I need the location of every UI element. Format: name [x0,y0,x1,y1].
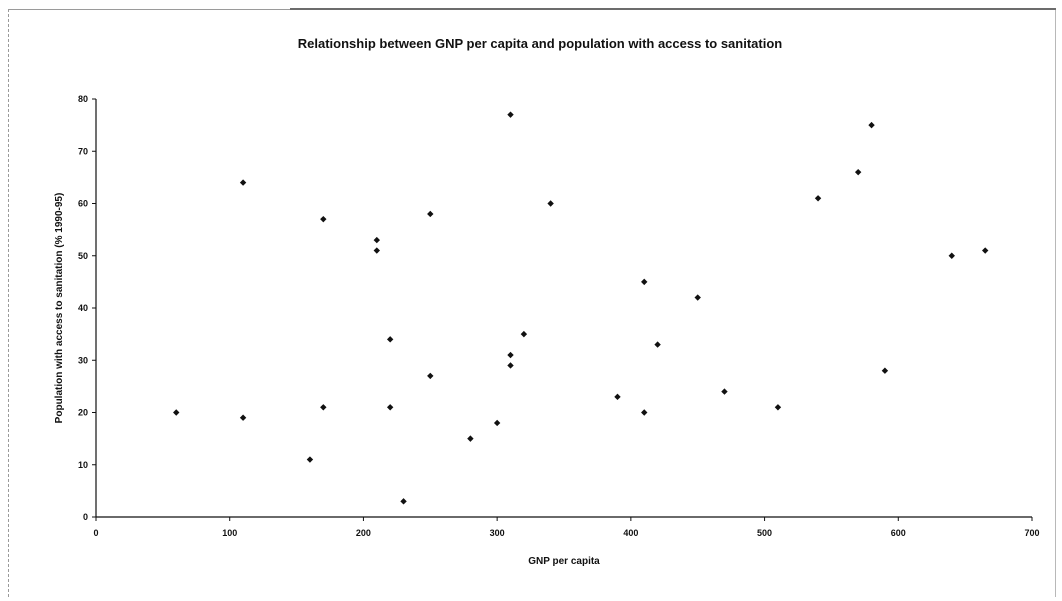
data-point [614,393,621,401]
x-tick-label: 500 [757,528,772,538]
x-tick-label: 700 [1024,528,1039,538]
data-point [721,388,728,395]
data-point [239,414,247,421]
y-tick-label: 0 [83,512,88,522]
data-point [507,351,514,359]
x-tick-label: 600 [891,528,906,538]
data-point [694,294,701,301]
data-point [173,409,180,416]
data-point [467,435,474,442]
data-point [386,336,394,343]
data-point [427,372,434,380]
frame-top-line [290,8,1056,10]
data-point [520,330,528,338]
data-point [547,200,554,207]
data-point [881,367,889,374]
data-point [982,247,989,254]
y-tick-label: 10 [78,460,88,470]
data-point [386,404,394,411]
x-tick-label: 0 [93,528,98,538]
data-point [427,210,434,218]
y-tick-label: 80 [78,94,88,104]
y-tick-label: 60 [78,199,88,209]
plot-area-texture [96,99,1032,517]
data-point [507,111,514,118]
axis-ticks: 0 100 200 300 400 500 600 700 0 10 20 30 40 50 60 70 80 [78,94,1040,538]
data-point [774,404,782,411]
x-axis-label: GNP per capita [528,556,600,567]
x-tick-label: 300 [490,528,505,538]
data-point [400,498,407,505]
data-point [641,278,648,286]
y-axis-label: Population with access to sanitation (% … [54,193,65,424]
data-point [493,419,501,427]
y-tick-label: 50 [78,251,88,261]
y-tick-label: 70 [78,146,88,156]
x-tick-label: 100 [222,528,237,538]
y-tick-label: 20 [78,408,88,418]
data-point [654,341,661,348]
y-tick-label: 40 [78,303,88,313]
y-tick-label: 30 [78,355,88,365]
data-point [373,236,380,244]
data-point [320,404,327,411]
data-point [854,168,862,176]
data-point [306,456,314,463]
data-points [173,111,989,505]
data-point [320,215,327,223]
data-point [239,179,247,186]
chart-title: Relationship between GNP per capita and … [298,36,783,51]
data-point [814,195,822,202]
data-point [868,121,875,129]
data-point [507,362,514,369]
data-point [948,252,955,259]
x-tick-label: 400 [623,528,638,538]
data-point [641,409,648,416]
x-tick-label: 200 [356,528,371,538]
data-point [373,247,380,254]
